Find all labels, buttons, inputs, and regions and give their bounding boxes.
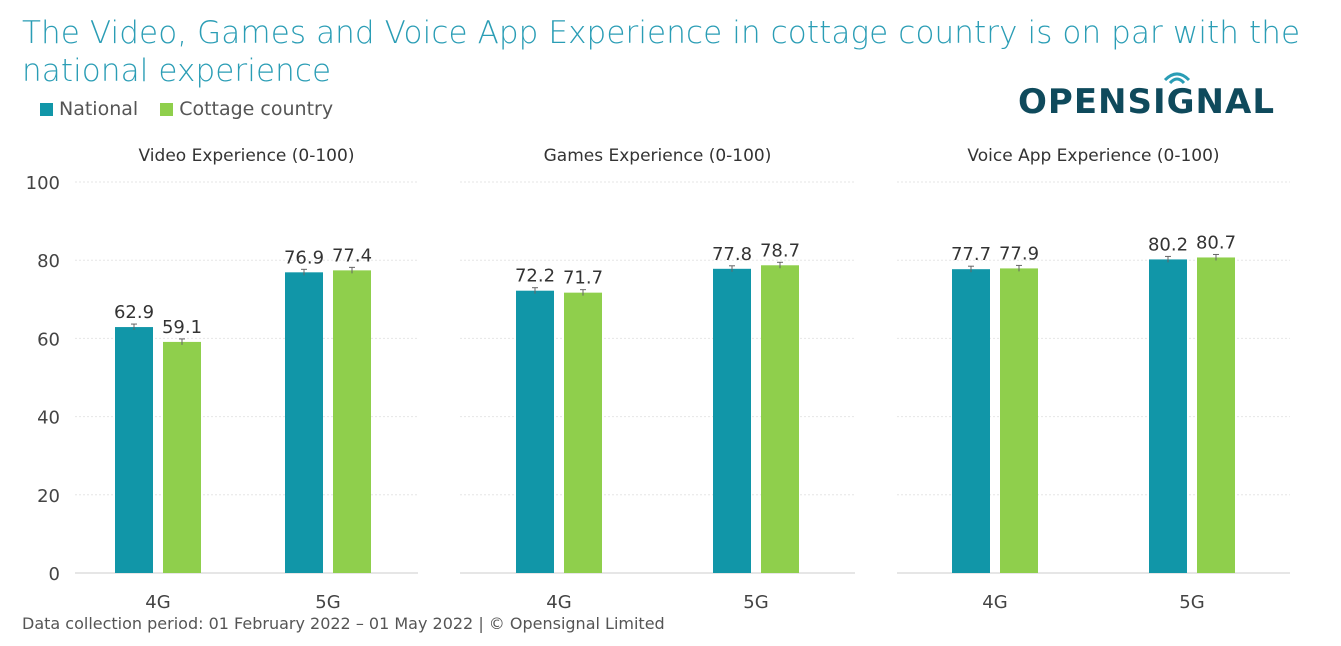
y-tick-label: 100 <box>26 173 60 194</box>
data-label: 71.7 <box>563 268 603 289</box>
legend-swatch-national <box>40 102 53 116</box>
legend-item-national: National <box>40 98 138 120</box>
legend-item-cottage: Cottage country <box>160 98 333 120</box>
x-tick-label: 4G <box>145 592 170 613</box>
bar <box>1197 257 1235 573</box>
signal-icon <box>1163 72 1191 85</box>
panel-title: Voice App Experience (0-100) <box>967 146 1219 166</box>
bar <box>761 265 799 573</box>
bar <box>952 269 990 573</box>
data-label: 78.7 <box>760 240 800 261</box>
logo-text: OPENSIGNAL <box>1018 82 1275 122</box>
footer-note: Data collection period: 01 February 2022… <box>22 614 665 633</box>
data-label: 77.8 <box>712 244 752 265</box>
y-tick-label: 80 <box>37 251 60 272</box>
data-label: 62.9 <box>114 302 154 323</box>
legend-label-cottage: Cottage country <box>179 98 334 120</box>
legend-label-national: National <box>59 98 139 120</box>
y-tick-label: 0 <box>49 564 60 585</box>
legend-swatch-cottage <box>160 102 174 116</box>
chart-title: The Video, Games and Voice App Experienc… <box>22 15 1301 89</box>
panel-title: Video Experience (0-100) <box>139 146 355 166</box>
bar <box>713 268 751 573</box>
x-tick-label: 5G <box>743 592 768 613</box>
data-label: 72.2 <box>515 266 555 287</box>
x-tick-label: 5G <box>1179 592 1204 613</box>
x-tick-label: 4G <box>546 592 571 613</box>
x-tick-label: 5G <box>315 592 340 613</box>
data-label: 77.7 <box>951 244 991 265</box>
bar <box>163 341 201 573</box>
bar <box>516 290 554 573</box>
bar <box>1149 259 1187 573</box>
x-tick-label: 4G <box>982 592 1007 613</box>
data-label: 77.4 <box>332 245 372 266</box>
y-tick-label: 20 <box>37 486 60 507</box>
data-label: 77.9 <box>999 243 1039 264</box>
y-tick-label: 60 <box>37 329 60 350</box>
bar <box>333 270 371 573</box>
data-label: 76.9 <box>284 247 324 268</box>
panel-title: Games Experience (0-100) <box>544 146 772 166</box>
y-tick-label: 40 <box>37 408 60 429</box>
data-label: 80.2 <box>1148 234 1188 255</box>
bar <box>564 292 602 573</box>
bar <box>115 327 153 573</box>
data-label: 80.7 <box>1196 232 1236 253</box>
legend: National Cottage country <box>40 98 333 120</box>
bar <box>1000 268 1038 573</box>
bar <box>285 272 323 573</box>
opensignal-logo: OPENSIGNAL <box>1018 72 1275 122</box>
data-label: 59.1 <box>162 317 202 338</box>
